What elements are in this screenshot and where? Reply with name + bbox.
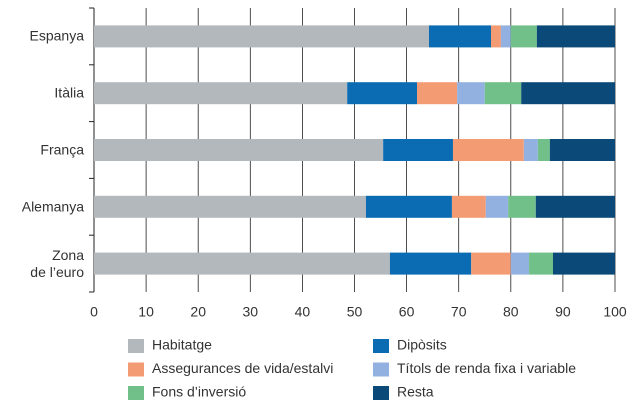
- x-tick-label: 90: [555, 304, 571, 320]
- x-tick-label: 100: [603, 304, 627, 320]
- x-tick-label: 40: [295, 304, 311, 320]
- x-tick-label: 60: [399, 304, 415, 320]
- bar-segment: [553, 252, 615, 275]
- bar-segment: [94, 82, 348, 105]
- bar-segment: [500, 25, 511, 48]
- legend-label: Dipòsits: [397, 337, 447, 353]
- bar-segment: [383, 139, 453, 161]
- bar-segment: [508, 195, 536, 218]
- legend-label: Assegurances de vida/estalvi: [152, 360, 333, 376]
- bar-segment: [523, 139, 538, 161]
- bar-segment: [521, 82, 615, 105]
- bar-segment: [94, 252, 390, 275]
- legend-label: Resta: [397, 384, 434, 400]
- bar-segment: [491, 25, 501, 48]
- legend-swatch: [128, 386, 144, 400]
- y-tick-label: Alemanya: [21, 198, 84, 215]
- bar-segment: [510, 25, 537, 48]
- x-tick-label: 70: [451, 304, 467, 320]
- legend-label: Títols de renda fixa i variable: [397, 360, 576, 376]
- legend-label: Fons d’inversió: [152, 384, 246, 400]
- x-tick-label: 50: [347, 304, 363, 320]
- x-tick-label: 30: [243, 304, 259, 320]
- y-tick-label: Zona de l’euro: [30, 246, 84, 280]
- y-tick-label: França: [40, 141, 84, 158]
- bar-segment: [529, 252, 554, 275]
- legend-swatch: [373, 386, 389, 400]
- x-tick-label: 0: [90, 304, 98, 320]
- bar-segment: [510, 252, 530, 275]
- x-tick-label: 80: [503, 304, 519, 320]
- bar-segment: [94, 139, 384, 161]
- y-tick-label: Itàlia: [54, 84, 84, 101]
- bar-segment: [347, 82, 418, 105]
- bar-segment: [471, 252, 511, 275]
- bar-segment: [536, 25, 615, 48]
- bar-segment: [549, 139, 615, 161]
- bar-segment: [451, 195, 486, 218]
- bar-segment: [485, 195, 509, 218]
- bar-segment: [537, 139, 550, 161]
- bar-segment: [452, 139, 524, 161]
- bar-segment: [457, 82, 485, 105]
- bar-segment: [429, 25, 492, 48]
- bar-segment: [417, 82, 458, 105]
- legend-swatch: [128, 339, 144, 353]
- bar-segment: [94, 195, 366, 218]
- bar-segment: [389, 252, 472, 275]
- x-tick-label: 20: [190, 304, 206, 320]
- bar-segment: [484, 82, 522, 105]
- bar-segment: [94, 25, 430, 48]
- legend-swatch: [373, 339, 389, 353]
- bar-segment: [365, 195, 452, 218]
- legend-swatch: [128, 362, 144, 377]
- legend-label: Habitatge: [152, 337, 212, 353]
- legend-swatch: [373, 362, 389, 377]
- bar-segment: [535, 195, 615, 218]
- x-tick-label: 10: [138, 304, 154, 320]
- y-tick-label: Espanya: [29, 27, 84, 44]
